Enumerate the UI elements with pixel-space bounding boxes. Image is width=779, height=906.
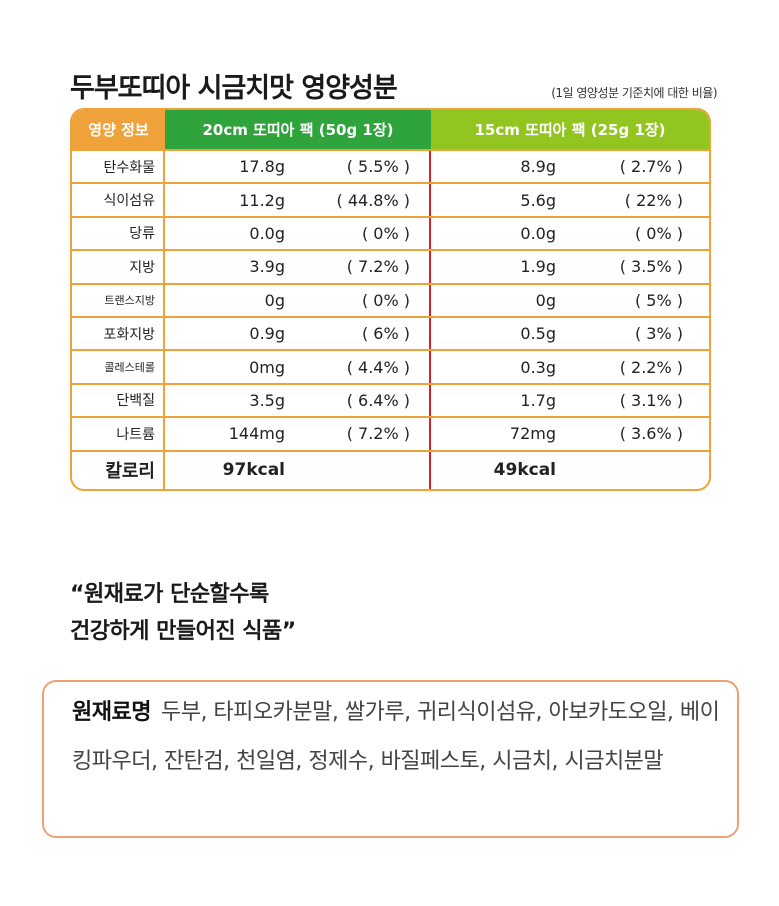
row-label: 단백질 — [72, 384, 165, 417]
row-label: 지방 — [72, 251, 165, 283]
amount-20cm: 11.2g — [239, 190, 285, 210]
amount-20cm: 0.9g — [249, 324, 285, 344]
amount-20cm: 0g — [264, 290, 285, 310]
percent-20cm: ( 7.2% ) — [346, 257, 410, 277]
table-row: 지방 3.9g ( 7.2% ) 1.9g ( 3.5% ) — [72, 249, 709, 283]
percent-15cm: ( 0% ) — [634, 223, 683, 243]
reference-note: (1일 영양성분 기준치에 대한 비율) — [551, 86, 717, 100]
amount-15cm: 0g — [535, 290, 556, 310]
row-label: 콜레스테롤 — [72, 351, 165, 383]
amount-20cm: 3.9g — [249, 257, 285, 277]
nutrition-table: 영양 정보 20cm 또띠아 팩 (50g 1장) 15cm 또띠아 팩 (25… — [70, 108, 711, 491]
amount-20cm: 97kcal — [222, 460, 285, 481]
percent-15cm: ( 3.1% ) — [619, 390, 683, 410]
row-label: 트랜스지방 — [72, 284, 165, 316]
amount-15cm: 49kcal — [493, 460, 556, 481]
quote-line: “원재료가 단순할수록 — [70, 582, 269, 607]
ingredients-box: 원재료명 두부, 타피오카분말, 쌀가루, 귀리식이섬유, 아보카도오일, 베이킹… — [42, 680, 739, 838]
ingredients-text: 두부, 타피오카분말, 쌀가루, 귀리식이섬유, 아보카도오일, 베이킹파우더,… — [72, 700, 720, 774]
ingredients-label: 원재료명 — [72, 700, 151, 725]
percent-15cm: ( 22% ) — [624, 190, 683, 210]
row-label: 포화지방 — [72, 317, 165, 350]
table-header: 영양 정보 20cm 또띠아 팩 (50g 1장) 15cm 또띠아 팩 (25… — [72, 110, 709, 149]
row-label: 식이섬유 — [72, 184, 165, 216]
header-nutrition-info: 영양 정보 — [72, 110, 165, 149]
percent-20cm: ( 44.8% ) — [336, 190, 410, 210]
row-label: 탄수화물 — [72, 151, 165, 183]
amount-20cm: 3.5g — [249, 390, 285, 410]
percent-15cm: ( 3.6% ) — [619, 424, 683, 444]
amount-15cm: 0.0g — [520, 223, 556, 243]
percent-20cm: ( 0% ) — [361, 223, 410, 243]
percent-15cm: ( 3% ) — [634, 324, 683, 344]
amount-15cm: 1.7g — [520, 390, 556, 410]
row-label: 당류 — [72, 217, 165, 250]
quote: “원재료가 단순할수록 건강하게 만들어진 식품” — [70, 576, 296, 650]
amount-15cm: 1.9g — [520, 257, 556, 277]
header-15cm-pack: 15cm 또띠아 팩 (25g 1장) — [431, 110, 709, 149]
table-row: 나트륨 144mg ( 7.2% ) 72mg ( 3.6% ) — [72, 416, 709, 450]
amount-20cm: 17.8g — [239, 157, 285, 177]
page-title: 두부또띠아 시금치맛 영양성분 — [70, 73, 398, 104]
amount-20cm: 0.0g — [249, 223, 285, 243]
percent-20cm: ( 7.2% ) — [346, 424, 410, 444]
amount-20cm: 144mg — [228, 424, 285, 444]
table-row: 포화지방 0.9g ( 6% ) 0.5g ( 3% ) — [72, 315, 709, 350]
amount-20cm: 0mg — [249, 357, 285, 377]
calorie-row: 칼로리 97kcal 49kcal — [72, 449, 709, 489]
table-row: 트랜스지방 0g ( 0% ) 0g ( 5% ) — [72, 282, 709, 316]
amount-15cm: 5.6g — [520, 190, 556, 210]
percent-15cm: ( 3.5% ) — [619, 257, 683, 277]
percent-20cm: ( 6% ) — [361, 324, 410, 344]
amount-15cm: 0.5g — [520, 324, 556, 344]
table-row: 콜레스테롤 0mg ( 4.4% ) 0.3g ( 2.2% ) — [72, 349, 709, 383]
table-row: 당류 0.0g ( 0% ) 0.0g ( 0% ) — [72, 215, 709, 250]
row-label: 칼로리 — [72, 451, 165, 489]
percent-15cm: ( 2.7% ) — [619, 157, 683, 177]
percent-20cm: ( 5.5% ) — [346, 157, 410, 177]
percent-15cm: ( 2.2% ) — [619, 357, 683, 377]
percent-20cm: ( 0% ) — [361, 290, 410, 310]
table-row: 단백질 3.5g ( 6.4% ) 1.7g ( 3.1% ) — [72, 382, 709, 417]
percent-20cm: ( 4.4% ) — [346, 357, 410, 377]
percent-15cm: ( 5% ) — [634, 290, 683, 310]
table-row: 탄수화물 17.8g ( 5.5% ) 8.9g ( 2.7% ) — [72, 149, 709, 183]
amount-15cm: 8.9g — [520, 157, 556, 177]
header-20cm-pack: 20cm 또띠아 팩 (50g 1장) — [165, 110, 431, 149]
amount-15cm: 0.3g — [520, 357, 556, 377]
quote-line: 건강하게 만들어진 식품” — [70, 619, 296, 644]
amount-15cm: 72mg — [509, 424, 556, 444]
table-row: 식이섬유 11.2g ( 44.8% ) 5.6g ( 22% ) — [72, 182, 709, 216]
percent-20cm: ( 6.4% ) — [346, 390, 410, 410]
row-label: 나트륨 — [72, 418, 165, 450]
